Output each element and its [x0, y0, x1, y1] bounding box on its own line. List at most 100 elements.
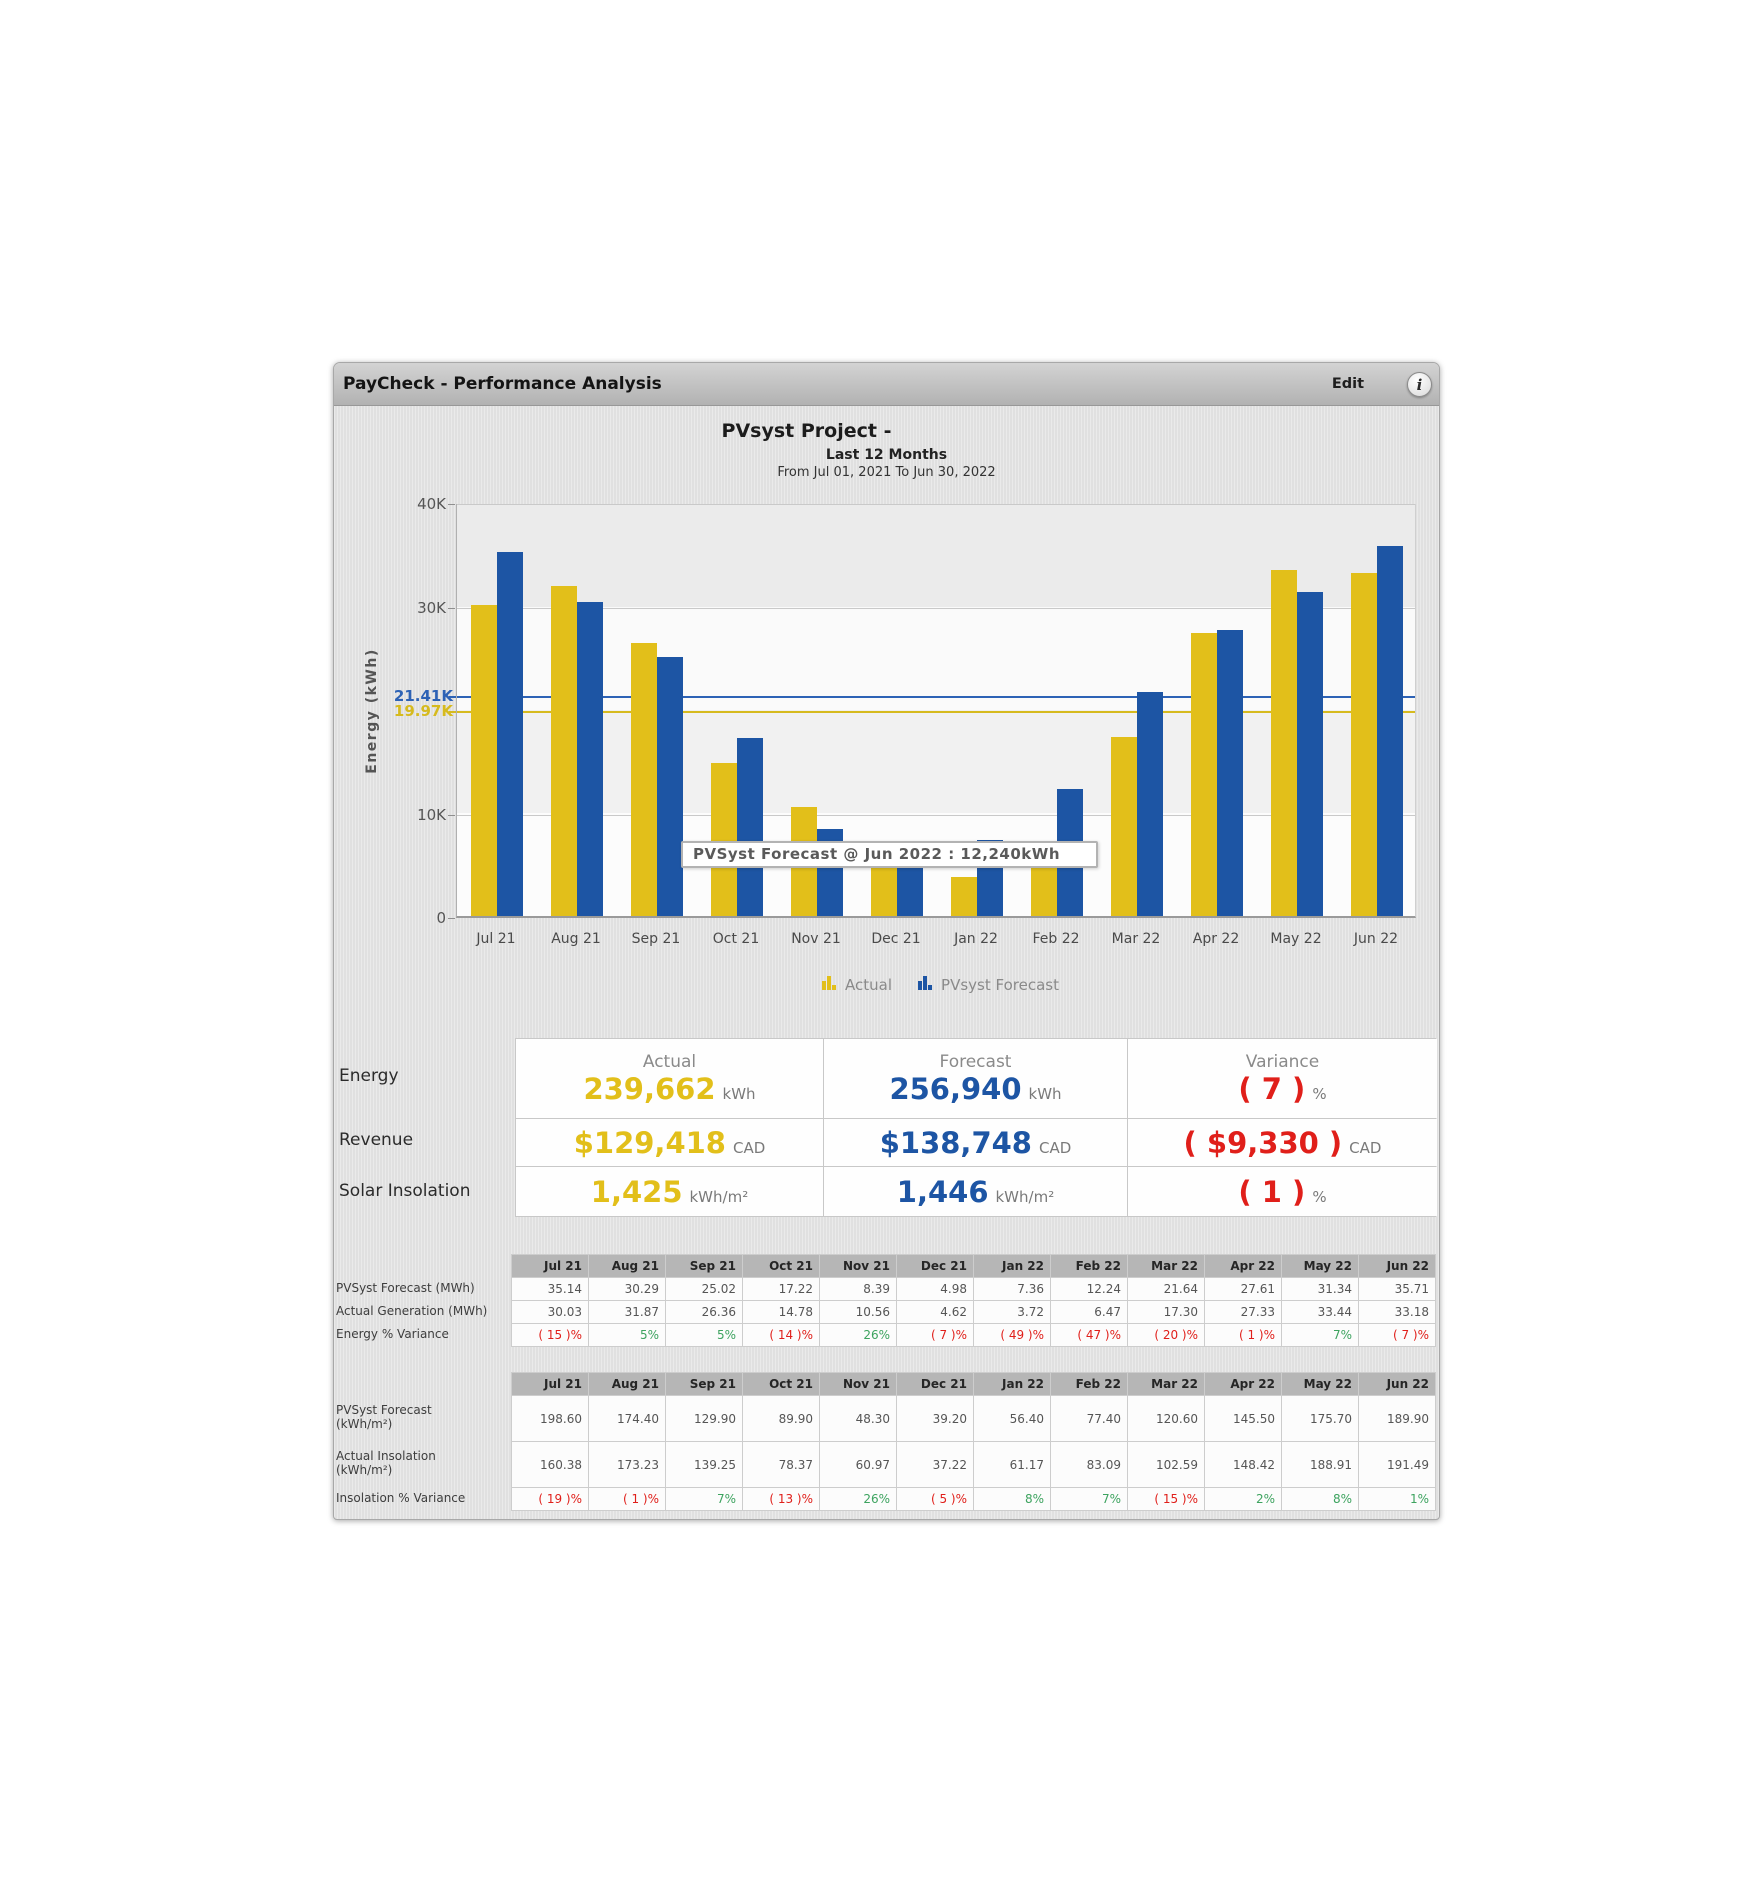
bar-pvsyst-forecast-aug-21[interactable] — [577, 602, 603, 916]
energy-table-cell-oct-21: 17.22 — [743, 1278, 819, 1300]
energy-table-cell-dec-21: 4.98 — [897, 1278, 973, 1300]
bar-actual-mar-22[interactable] — [1111, 737, 1137, 916]
insolation-table-data-grid: Jul 21 Aug 21 Sep 21 Oct 21 Nov 21 Dec 21 Jan … — [511, 1372, 1436, 1511]
energy-table-month-header-sep-21: Sep 21 — [666, 1255, 742, 1277]
bar-actual-apr-22[interactable] — [1191, 633, 1217, 916]
bar-pvsyst-forecast-dec-21[interactable] — [897, 864, 923, 916]
bar-actual-sep-21[interactable] — [631, 643, 657, 916]
x-axis-label-oct-21: Oct 21 — [712, 931, 760, 947]
bar-actual-dec-21[interactable] — [871, 868, 897, 916]
bar-actual-aug-21[interactable] — [551, 586, 577, 916]
bar-pvsyst-forecast-apr-22[interactable] — [1217, 630, 1243, 916]
energy-forecast-value: 256,940 — [889, 1072, 1022, 1106]
energy-table-cell-mar-22: 17.30 — [1128, 1301, 1204, 1323]
insolation-table-cell-nov-21: 48.30 — [820, 1396, 896, 1441]
energy-table-data-grid: Jul 21 Aug 21 Sep 21 Oct 21 Nov 21 Dec 21 Jan … — [511, 1254, 1436, 1347]
legend-item-actual[interactable]: Actual — [822, 974, 892, 993]
insolation-table-cell-mar-22: 102.59 — [1128, 1442, 1204, 1487]
summary-row-label-revenue: Revenue — [339, 1130, 414, 1150]
insolation-table-month-header-apr-22: Apr 22 — [1205, 1373, 1281, 1395]
energy-table-cell-jun-22: ( 7 )% — [1359, 1324, 1435, 1346]
energy-table-cell-feb-22: ( 47 )% — [1051, 1324, 1127, 1346]
edit-button[interactable]: Edit — [1331, 376, 1364, 392]
insolation-table-cell-jan-22: 61.17 — [974, 1442, 1050, 1487]
energy-table-month-header-oct-21: Oct 21 — [743, 1255, 819, 1277]
bar-pvsyst-forecast-jun-22[interactable] — [1377, 546, 1403, 916]
reference-label-21-41k: 21.41K — [393, 687, 453, 705]
bar-actual-jul-21[interactable] — [471, 605, 497, 916]
bar-pvsyst-forecast-sep-21[interactable] — [657, 657, 683, 916]
reference-tick-19-97k — [449, 711, 457, 713]
summary-revenue-forecast-cell: $138,748 CAD — [824, 1119, 1127, 1166]
revenue-variance-value: ( $9,330 ) — [1183, 1125, 1343, 1160]
insolation-table-cell-aug-21: 173.23 — [589, 1442, 665, 1487]
energy-variance-value: ( 7 ) — [1238, 1072, 1306, 1106]
gridline-40000 — [457, 504, 1415, 505]
energy-monthly-table: PVSyst Forecast (MWh) Actual Generation (… — [336, 1254, 1436, 1347]
bar-pvsyst-forecast-mar-22[interactable] — [1137, 692, 1163, 916]
energy-table-cell-jun-22: 33.18 — [1359, 1301, 1435, 1323]
row-label-line: Actual Insolation — [336, 1449, 436, 1463]
panel-title: PayCheck - Performance Analysis — [343, 374, 662, 394]
energy-table-cell-jul-21: 35.14 — [512, 1278, 588, 1300]
bar-actual-jan-22[interactable] — [951, 877, 977, 916]
legend-item-pvsyst-forecast[interactable]: PVsyst Forecast — [918, 974, 1059, 993]
y-tick-label-40k: 40K — [417, 495, 446, 513]
energy-table-cell-aug-21: 31.87 — [589, 1301, 665, 1323]
insolation-table-cell-jul-21: 198.60 — [512, 1396, 588, 1441]
insolation-table-cell-feb-22: 83.09 — [1051, 1442, 1127, 1487]
revenue-forecast-unit: CAD — [1038, 1138, 1072, 1157]
x-axis-label-jan-22: Jan 22 — [954, 931, 998, 947]
energy-table-month-header-jul-21: Jul 21 — [512, 1255, 588, 1277]
insolation-monthly-table: PVSyst Forecast (kWh/m²) Actual Insolation… — [336, 1372, 1436, 1511]
insolation-table-cell-dec-21: 39.20 — [897, 1396, 973, 1441]
revenue-actual-value: $129,418 — [573, 1125, 726, 1160]
energy-table-cell-apr-22: ( 1 )% — [1205, 1324, 1281, 1346]
bar-pvsyst-forecast-oct-21[interactable] — [737, 738, 763, 916]
bar-actual-oct-21[interactable] — [711, 763, 737, 916]
energy-table-cell-jan-22: 3.72 — [974, 1301, 1050, 1323]
title-bar: PayCheck - Performance Analysis Edit i — [334, 363, 1439, 406]
info-icon[interactable]: i — [1407, 372, 1432, 397]
energy-table-cell-jun-22: 35.71 — [1359, 1278, 1435, 1300]
energy-table-month-header-jan-22: Jan 22 — [974, 1255, 1050, 1277]
insolation-table-cell-apr-22: 145.50 — [1205, 1396, 1281, 1441]
bar-actual-may-22[interactable] — [1271, 570, 1297, 916]
energy-table-cell-may-22: 31.34 — [1282, 1278, 1358, 1300]
insolation-table-month-header-nov-21: Nov 21 — [820, 1373, 896, 1395]
x-axis-label-jun-22: Jun 22 — [1353, 931, 1399, 947]
energy-table-cell-nov-21: 10.56 — [820, 1301, 896, 1323]
bar-pvsyst-forecast-may-22[interactable] — [1297, 592, 1323, 916]
legend-label: Actual — [845, 976, 893, 994]
summary-insolation-variance-cell: ( 1 )% — [1128, 1167, 1437, 1216]
y-tick-mark-0 — [448, 918, 455, 919]
row-label-line: Energy % Variance — [336, 1326, 449, 1341]
energy-actual-value: 239,662 — [583, 1072, 716, 1106]
summary-col-header-actual: Actual — [642, 1052, 697, 1072]
summary-insolation-forecast-cell: 1,446 kWh/m² — [824, 1167, 1127, 1216]
energy-table-cell-apr-22: 27.33 — [1205, 1301, 1281, 1323]
insolation-table-cell-mar-22: ( 15 )% — [1128, 1488, 1204, 1510]
insolation-forecast-unit: kWh/m² — [995, 1187, 1055, 1206]
insolation-table-cell-jun-22: 191.49 — [1359, 1442, 1435, 1487]
energy-table-cell-mar-22: ( 20 )% — [1128, 1324, 1204, 1346]
insolation-table-month-header-dec-21: Dec 21 — [897, 1373, 973, 1395]
reference-label-19-97k: 19.97K — [393, 702, 453, 720]
insolation-table-cell-sep-21: 7% — [666, 1488, 742, 1510]
energy-table-cell-aug-21: 5% — [589, 1324, 665, 1346]
insolation-forecast-value: 1,446 — [896, 1174, 989, 1209]
bar-actual-jun-22[interactable] — [1351, 573, 1377, 916]
energy-table-cell-jul-21: 30.03 — [512, 1301, 588, 1323]
summary-row-label-solar-insolation: Solar Insolation — [339, 1181, 471, 1201]
energy-table-cell-mar-22: 21.64 — [1128, 1278, 1204, 1300]
insolation-table-header-spacer — [336, 1372, 511, 1394]
chart-tooltip: PVSyst Forecast @ Jun 2022 : 12,240kWh — [681, 841, 1098, 868]
x-axis-label-sep-21: Sep 21 — [631, 931, 681, 947]
insolation-table-cell-may-22: 175.70 — [1282, 1396, 1358, 1441]
bar-pvsyst-forecast-jul-21[interactable] — [497, 552, 523, 916]
insolation-table-cell-jul-21: 160.38 — [512, 1442, 588, 1487]
energy-table-cell-oct-21: ( 14 )% — [743, 1324, 819, 1346]
gridline-10000 — [457, 815, 1415, 816]
insolation-table-row-label-insolation-variance: Insolation % Variance — [336, 1486, 511, 1509]
insolation-table-month-header-mar-22: Mar 22 — [1128, 1373, 1204, 1395]
